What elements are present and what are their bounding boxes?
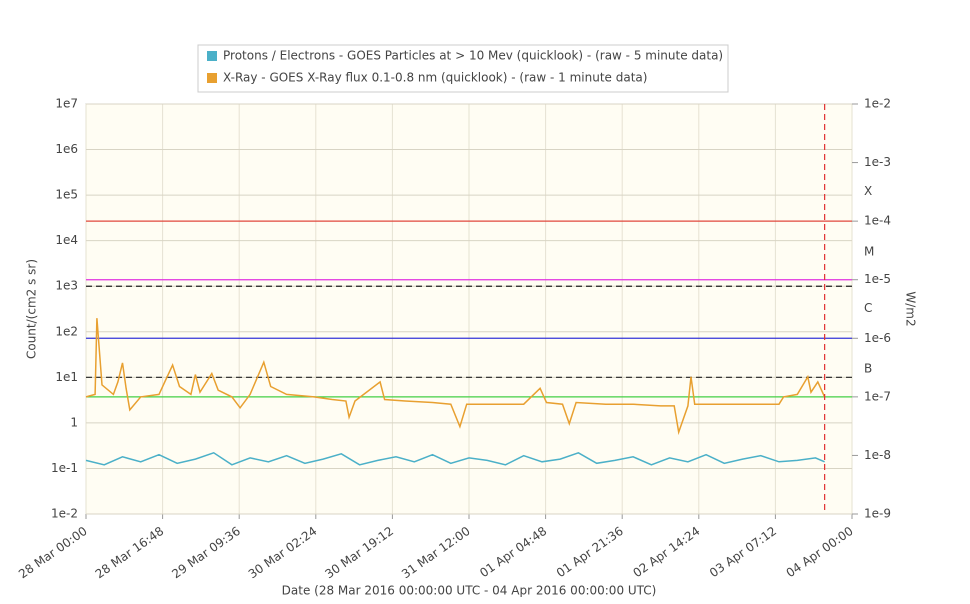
x-tick-label: 30 Mar 02:24 bbox=[246, 524, 320, 581]
series-line bbox=[85, 318, 826, 436]
legend-swatch bbox=[207, 73, 217, 83]
y2-tick-label: 1e-4 bbox=[864, 214, 891, 228]
y-tick-label: 1e4 bbox=[55, 233, 78, 247]
y2-tick-label: 1e-5 bbox=[864, 272, 891, 286]
x-tick-label: 28 Mar 00:00 bbox=[16, 524, 90, 581]
y2-axis-title: W/m2 bbox=[904, 291, 918, 326]
y-tick-label: 1e3 bbox=[55, 279, 78, 293]
y-axis-title: Count/(cm2 s sr) bbox=[25, 259, 39, 359]
y2-tick-label: 1e-3 bbox=[864, 155, 891, 169]
y2-tick-label: 1e-6 bbox=[864, 331, 891, 345]
y-tick-label: 1 bbox=[70, 415, 78, 429]
y-tick-label: 1e1 bbox=[55, 370, 78, 384]
y-tick-label: 1e7 bbox=[55, 97, 78, 111]
x-tick-label: 04 Apr 00:00 bbox=[784, 524, 856, 580]
x-tick-label: 02 Apr 14:24 bbox=[630, 524, 702, 580]
y-tick-label: 1e-2 bbox=[51, 507, 78, 521]
y-tick-label: 1e-1 bbox=[51, 461, 78, 475]
x-tick-label: 30 Mar 19:12 bbox=[322, 524, 396, 581]
x-tick-label: 01 Apr 04:48 bbox=[477, 524, 549, 580]
legend-swatch bbox=[207, 51, 217, 61]
legend-label: X-Ray - GOES X-Ray flux 0.1-0.8 nm (quic… bbox=[223, 71, 647, 85]
legend-label: Protons / Electrons - GOES Particles at … bbox=[223, 49, 723, 63]
y-tick-label: 1e2 bbox=[55, 324, 78, 338]
x-tick-label: 31 Mar 12:00 bbox=[399, 524, 473, 581]
y2-tick-label: 1e-2 bbox=[864, 97, 891, 111]
flare-class-label: B bbox=[864, 361, 872, 375]
x-tick-label: 29 Mar 09:36 bbox=[169, 524, 243, 581]
x-tick-label: 03 Apr 07:12 bbox=[707, 524, 779, 580]
y2-tick-label: 1e-9 bbox=[864, 507, 891, 521]
y-tick-label: 1e6 bbox=[55, 142, 78, 156]
y2-tick-label: 1e-7 bbox=[864, 389, 891, 403]
x-tick-label: 28 Mar 16:48 bbox=[93, 524, 167, 581]
y-tick-label: 1e5 bbox=[55, 188, 78, 202]
flare-class-label: C bbox=[864, 301, 872, 315]
x-axis-title: Date (28 Mar 2016 00:00:00 UTC - 04 Apr … bbox=[282, 584, 657, 598]
x-tick-label: 01 Apr 21:36 bbox=[554, 524, 626, 580]
flare-class-label: X bbox=[864, 184, 872, 198]
series-line bbox=[85, 451, 825, 466]
y2-tick-label: 1e-8 bbox=[864, 448, 891, 462]
legend-box bbox=[197, 44, 729, 93]
flare-class-label: M bbox=[864, 244, 874, 258]
